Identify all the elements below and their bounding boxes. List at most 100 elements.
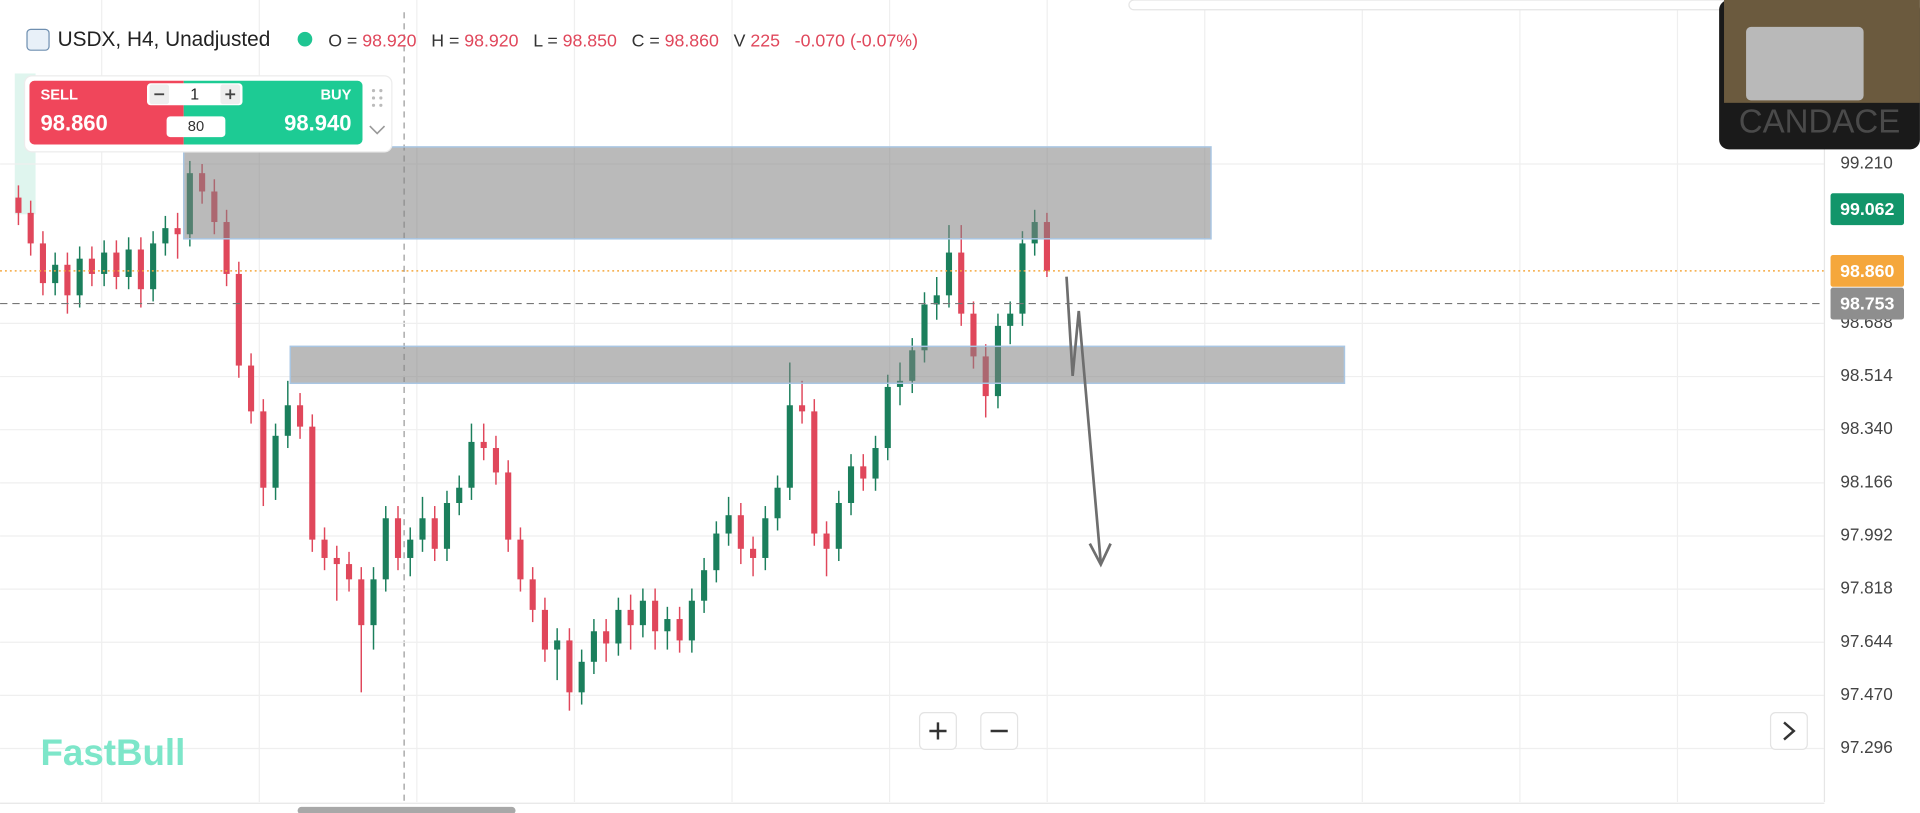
change: -0.070 (-0.07%) [795, 30, 918, 50]
candle-body [639, 600, 646, 626]
candle-body [933, 295, 940, 305]
candle-body [309, 426, 316, 540]
candle-body [945, 252, 953, 296]
candle-body [443, 502, 451, 549]
time-grid [101, 0, 1679, 802]
chevron-icon [1783, 721, 1796, 741]
scroll-right[interactable] [1769, 711, 1808, 750]
market-status [297, 31, 313, 47]
ohlc-value: 98.850 [563, 30, 617, 50]
supply-zone [182, 146, 1212, 240]
volume: 225 [750, 30, 780, 50]
volume-label: V [734, 30, 746, 50]
candle-body [1043, 222, 1050, 271]
sell-price: 98.860 [40, 111, 107, 136]
scrollbar[interactable] [297, 806, 516, 813]
candle-body [39, 243, 46, 284]
ohlc-label: L = [533, 30, 558, 50]
candle-body [762, 518, 769, 558]
candle-body [260, 411, 267, 488]
price-badge [1830, 287, 1905, 320]
candle-body [958, 252, 965, 314]
sell-label: SELL [40, 87, 78, 103]
arrow-head [1088, 543, 1112, 568]
price-badge [1830, 254, 1905, 287]
candle-body [333, 557, 340, 565]
candle-body [101, 252, 108, 274]
y-tick-label: 99.210 [1840, 153, 1892, 173]
candle-body [174, 228, 181, 235]
candle-body [272, 435, 279, 488]
candle-body [860, 466, 867, 479]
sell-button[interactable] [29, 80, 184, 145]
candle-body [713, 533, 720, 571]
candle-body [15, 197, 22, 213]
candle-body [737, 515, 744, 549]
quantity-box[interactable] [147, 83, 243, 106]
spread: 80 [188, 119, 204, 135]
candle-body [88, 258, 95, 274]
ohlc-line: O = 98.920 H = 98.920 L = 98.850 C = 98.860 V 225… [328, 30, 918, 50]
candle-body [590, 631, 597, 662]
candle-body [370, 579, 377, 626]
candle-body [664, 619, 671, 632]
webcam-name: CANDACE [1739, 103, 1901, 140]
candle-body [456, 487, 463, 503]
price-badge-label: 99.062 [1840, 199, 1894, 219]
candle-body [52, 264, 59, 284]
candle-body [603, 631, 610, 644]
candle-body [676, 619, 683, 641]
candle-body [505, 472, 512, 540]
price-axis-labels: 99.21098.68898.51498.34098.16697.99297.8… [1840, 153, 1893, 758]
candle-body [970, 313, 977, 357]
quantity: 1 [190, 87, 199, 104]
candle-body [113, 252, 120, 277]
ohlc-value: 98.920 [464, 30, 518, 50]
drag-handle[interactable] [371, 89, 383, 107]
candle-body [1007, 313, 1014, 326]
y-tick-label: 98.340 [1840, 418, 1892, 438]
symbol: USDX, H4, Unadjusted [58, 28, 271, 51]
drawn-arrow [1065, 276, 1103, 564]
price-badge [1830, 193, 1905, 226]
candle-body [652, 600, 659, 632]
candle-body [566, 640, 573, 693]
candle-body [394, 518, 402, 558]
candle-body [872, 448, 879, 479]
y-tick-label: 97.992 [1840, 525, 1892, 545]
candle-body [701, 570, 708, 601]
candle-body [811, 411, 818, 534]
price-badges: 99.062 98.860 98.753 [1830, 193, 1905, 320]
ohlc-label: O = [328, 30, 357, 50]
candle-body [345, 564, 353, 580]
y-tick-label: 97.644 [1840, 631, 1893, 651]
candle-body [358, 579, 365, 626]
candle-body [615, 609, 622, 644]
candle-body [419, 518, 426, 540]
plus-icon [225, 89, 236, 100]
candle-body [884, 386, 891, 449]
price-badge-label: 98.753 [1840, 293, 1894, 313]
candle-body [529, 579, 536, 610]
candle-body [431, 518, 438, 549]
plot-area [0, 146, 1825, 750]
candle-body [921, 304, 928, 351]
candle-body [554, 640, 561, 650]
y-tick-label: 97.296 [1840, 737, 1892, 757]
candle-body [407, 539, 414, 558]
candle-body [798, 405, 806, 412]
candle-body [64, 264, 71, 296]
candle-body [823, 533, 830, 549]
candle-body [321, 539, 328, 558]
candle-body [517, 539, 524, 580]
candle-body [725, 515, 732, 534]
logo: FastBull [40, 732, 185, 773]
candle-body [248, 365, 255, 412]
expand-icon[interactable] [369, 125, 386, 135]
candle-body [480, 441, 487, 449]
candle-body [541, 609, 548, 650]
supply-zone [289, 345, 1346, 385]
candle-body [223, 222, 230, 274]
